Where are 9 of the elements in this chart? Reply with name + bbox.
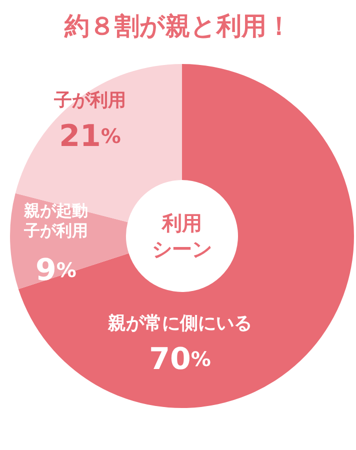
donut-slice [18, 64, 354, 408]
data-label: 9% [36, 252, 76, 288]
chart-title: 約８割が親と利用！ [64, 12, 292, 40]
slice-label: 親が常に側にいる [107, 312, 252, 334]
slice-label: 子が利用 [53, 90, 126, 110]
text: 利用シーン [152, 211, 212, 261]
data-label: 70% [149, 342, 211, 376]
data-label: 21% [59, 118, 121, 154]
slice-label: 親が起動子が利用 [23, 200, 88, 240]
